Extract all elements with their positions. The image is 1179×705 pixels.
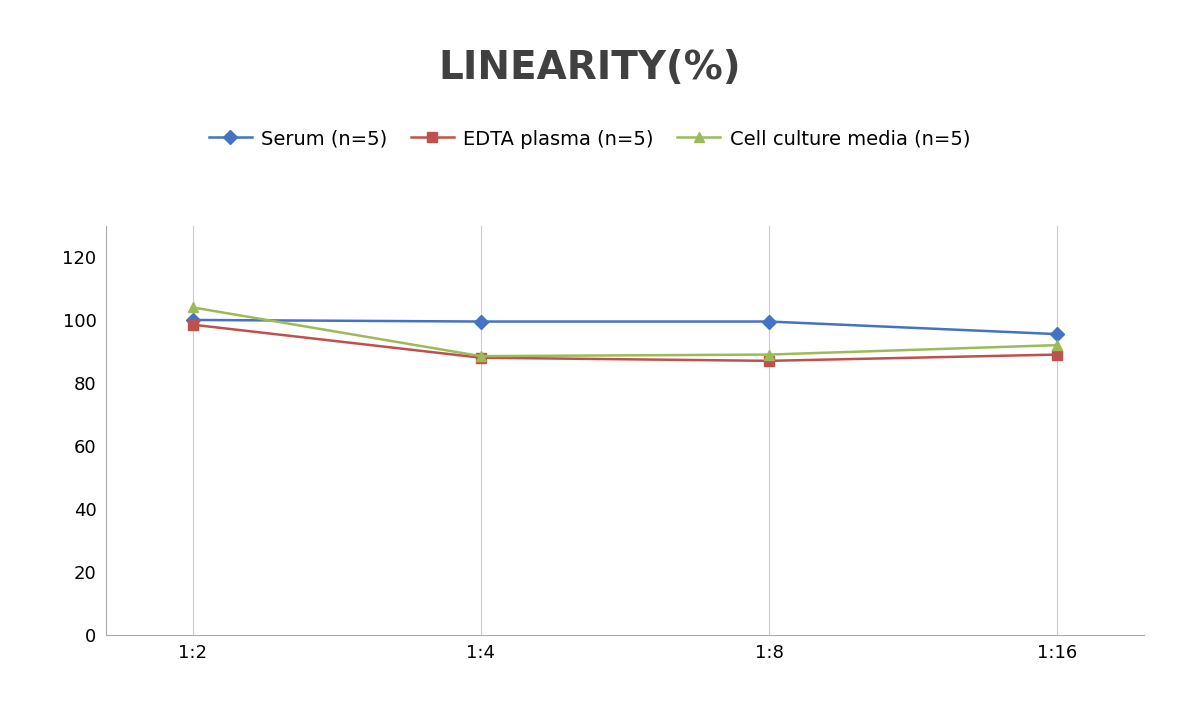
Cell culture media (n=5) <box>1050 341 1065 350</box>
Line: EDTA plasma (n=5): EDTA plasma (n=5) <box>187 320 1062 366</box>
EDTA plasma (n=5) <box>185 321 199 329</box>
Serum (n=5) <box>1050 330 1065 338</box>
Cell culture media (n=5) <box>474 352 488 360</box>
Line: Serum (n=5): Serum (n=5) <box>187 315 1062 339</box>
Cell culture media (n=5) <box>185 303 199 312</box>
Serum (n=5) <box>474 317 488 326</box>
Legend: Serum (n=5), EDTA plasma (n=5), Cell culture media (n=5): Serum (n=5), EDTA plasma (n=5), Cell cul… <box>209 130 970 149</box>
EDTA plasma (n=5) <box>1050 350 1065 359</box>
EDTA plasma (n=5) <box>762 357 776 365</box>
Serum (n=5) <box>762 317 776 326</box>
Cell culture media (n=5) <box>762 350 776 359</box>
Serum (n=5) <box>185 316 199 324</box>
Line: Cell culture media (n=5): Cell culture media (n=5) <box>187 302 1062 361</box>
EDTA plasma (n=5) <box>474 353 488 362</box>
Text: LINEARITY(%): LINEARITY(%) <box>439 49 740 87</box>
